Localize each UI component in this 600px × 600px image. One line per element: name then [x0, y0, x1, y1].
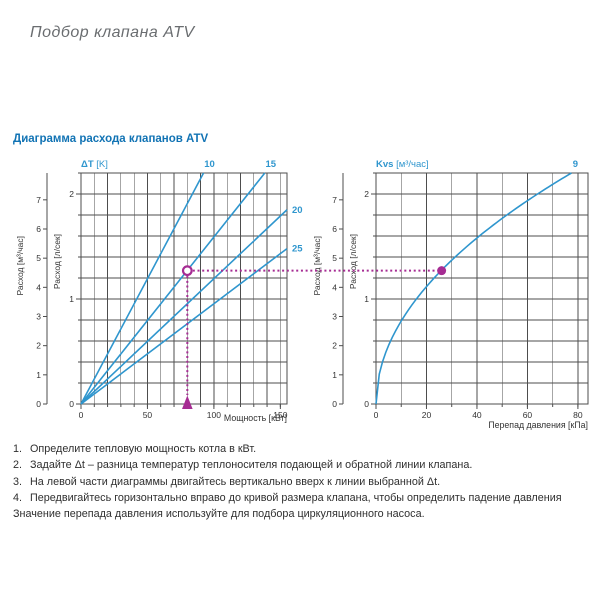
svg-text:2: 2 — [69, 189, 74, 199]
svg-text:7: 7 — [36, 195, 41, 205]
svg-text:1: 1 — [364, 294, 369, 304]
kvs-curve-9 — [375, 172, 572, 405]
kvs-pressure-chart-y-axis-m3h: 0 1 2 3 4 5 6 7 — [332, 173, 344, 409]
svg-text:100: 100 — [207, 410, 221, 420]
power-flow-chart-header: ΔT [K] — [81, 159, 108, 170]
svg-text:0: 0 — [69, 399, 74, 409]
svg-text:5: 5 — [36, 253, 41, 263]
instruction-number: 2. — [13, 459, 23, 472]
delta-t-line-20 — [80, 209, 288, 405]
svg-text:2: 2 — [364, 189, 369, 199]
page-title: Подбор клапана ATV — [30, 24, 195, 41]
instruction-item: 2. Задайте Δt – разница температур теплон… — [13, 457, 591, 473]
svg-text:20: 20 — [422, 410, 432, 420]
flow-point-marker — [181, 265, 193, 277]
instruction-number: 3. — [13, 475, 23, 488]
instruction-text: Определите тепловую мощность котла в кВт… — [30, 443, 257, 455]
svg-text:6: 6 — [332, 224, 337, 234]
power-flow-chart-xlabel: Мощность [кВт] — [224, 413, 287, 423]
svg-text:1: 1 — [69, 294, 74, 304]
kvs-pressure-chart-grid — [375, 172, 588, 405]
instruction-number: 1. — [13, 443, 23, 455]
kvs-pressure-chart-y-axis-lsec: 0 1 2 — [364, 172, 376, 409]
kvs-pressure-chart-border — [375, 172, 589, 405]
pressure-drop-point-marker — [437, 266, 447, 276]
svg-text:7: 7 — [332, 195, 337, 205]
svg-text:0: 0 — [332, 399, 337, 409]
svg-text:0: 0 — [374, 410, 379, 420]
svg-text:0: 0 — [79, 410, 84, 420]
kvs-curve-label-9: 9 — [573, 159, 578, 170]
instruction-item: 3. На левой части диаграммы двигайтесь ве… — [13, 474, 591, 490]
svg-text:4: 4 — [36, 282, 41, 292]
instructions-list: 1. Определите тепловую мощность котла в к… — [13, 441, 591, 522]
power-flow-chart-ylabel-m3h: Расход [м³/час] — [15, 236, 25, 296]
delta-t-line-15 — [80, 172, 266, 405]
svg-text:2: 2 — [332, 341, 337, 351]
svg-text:5: 5 — [332, 253, 337, 263]
instruction-item: 1. Определите тепловую мощность котла в к… — [13, 441, 591, 457]
svg-text:2: 2 — [36, 341, 41, 351]
svg-text:0: 0 — [364, 399, 369, 409]
power-flow-chart-y-axis-m3h: 0 1 2 3 4 5 6 7 — [36, 173, 48, 409]
kvs-pressure-chart-ylabel-lsec: Расход [л/сек] — [348, 234, 358, 289]
svg-text:3: 3 — [36, 312, 41, 322]
power-flow-chart-grid — [80, 172, 287, 405]
delta-t-label-20: 20 — [292, 205, 303, 216]
delta-t-line-10 — [80, 172, 205, 405]
instruction-text: На левой части диаграммы двигайтесь верт… — [30, 475, 441, 488]
kvs-pressure-chart-ylabel-m3h: Расход [м³/час] — [312, 236, 322, 296]
kvs-pressure-chart-header: Kvs [м³/час] — [376, 159, 429, 170]
power-flow-chart-y-axis-lsec: 0 1 2 — [69, 172, 81, 409]
diagram-title: Диаграмма расхода клапанов ATV — [13, 133, 209, 145]
svg-text:40: 40 — [472, 410, 482, 420]
power-flow-chart-border — [80, 172, 288, 405]
svg-text:1: 1 — [36, 370, 41, 380]
delta-t-line-25 — [80, 247, 288, 405]
delta-t-label-25: 25 — [292, 244, 303, 255]
svg-text:1: 1 — [332, 370, 337, 380]
instruction-item: 4. Передвигайтесь горизонтально вправо до… — [13, 490, 591, 506]
instruction-number: 4. — [13, 491, 23, 504]
instruction-text: Задайте Δt – разница температур теплонос… — [30, 459, 473, 472]
svg-text:0: 0 — [36, 399, 41, 409]
svg-text:6: 6 — [36, 224, 41, 234]
svg-text:50: 50 — [143, 410, 153, 420]
delta-t-label-15: 15 — [266, 159, 277, 170]
delta-t-label-10: 10 — [204, 159, 215, 170]
svg-text:150: 150 — [273, 410, 287, 420]
power-arrow-marker — [182, 395, 193, 409]
power-flow-chart-ylabel-lsec: Расход [л/сек] — [52, 234, 62, 289]
instruction-item: Значение перепада давления используйте д… — [13, 508, 425, 521]
flow-diagram: 0 1 2 3 4 5 6 7 0 1 2 Расход [м³/час] Расход [л/сек]… — [15, 159, 589, 430]
instruction-text: Передвигайтесь горизонтально вправо до к… — [30, 491, 562, 504]
svg-text:3: 3 — [332, 312, 337, 322]
kvs-pressure-chart-xlabel: Перепад давления [кПа] — [488, 420, 588, 430]
svg-text:4: 4 — [332, 282, 337, 292]
svg-text:60: 60 — [523, 410, 533, 420]
svg-text:80: 80 — [573, 410, 583, 420]
kvs-pressure-chart-x-axis: 0 20 40 60 80 — [374, 404, 583, 420]
selection-annotation — [181, 265, 447, 409]
